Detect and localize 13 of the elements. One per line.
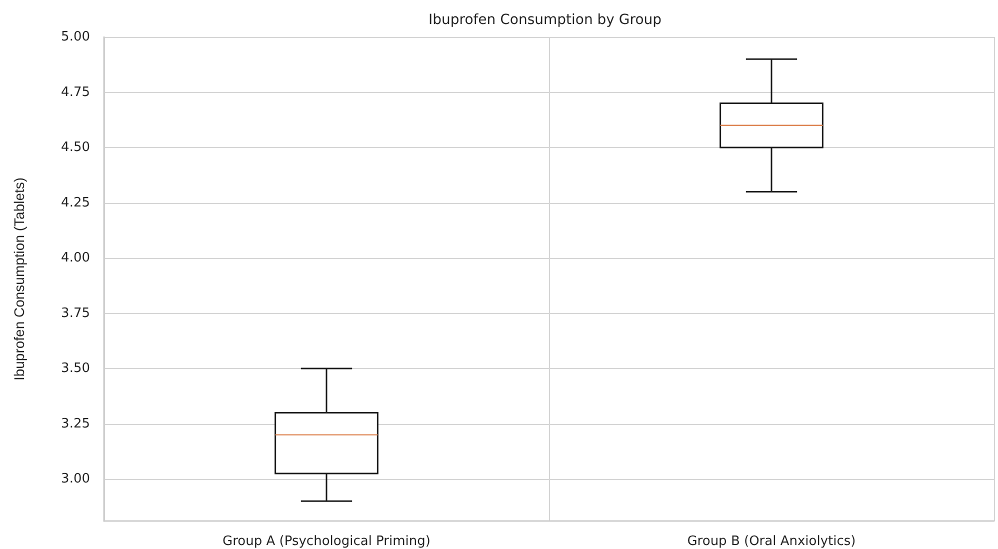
- y-tick-label: 4.00: [61, 250, 90, 266]
- y-tick-label: 4.25: [61, 195, 90, 210]
- y-tick-label: 4.75: [61, 84, 90, 100]
- y-tick-label: 3.75: [61, 306, 90, 321]
- y-tick-label: 3.50: [61, 361, 90, 376]
- y-tick-label: 3.25: [61, 416, 90, 432]
- y-tick-label: 4.50: [61, 140, 90, 155]
- y-axis-title: Ibuprofen Consumption (Tablets): [11, 177, 27, 381]
- x-tick-label: Group A (Psychological Priming): [222, 534, 430, 549]
- y-tick-label: 5.00: [61, 30, 90, 44]
- y-tick-label: 3.00: [61, 472, 90, 487]
- x-tick-label: Group B (Oral Anxiolytics): [687, 534, 856, 549]
- chart-title: Ibuprofen Consumption by Group: [428, 12, 662, 28]
